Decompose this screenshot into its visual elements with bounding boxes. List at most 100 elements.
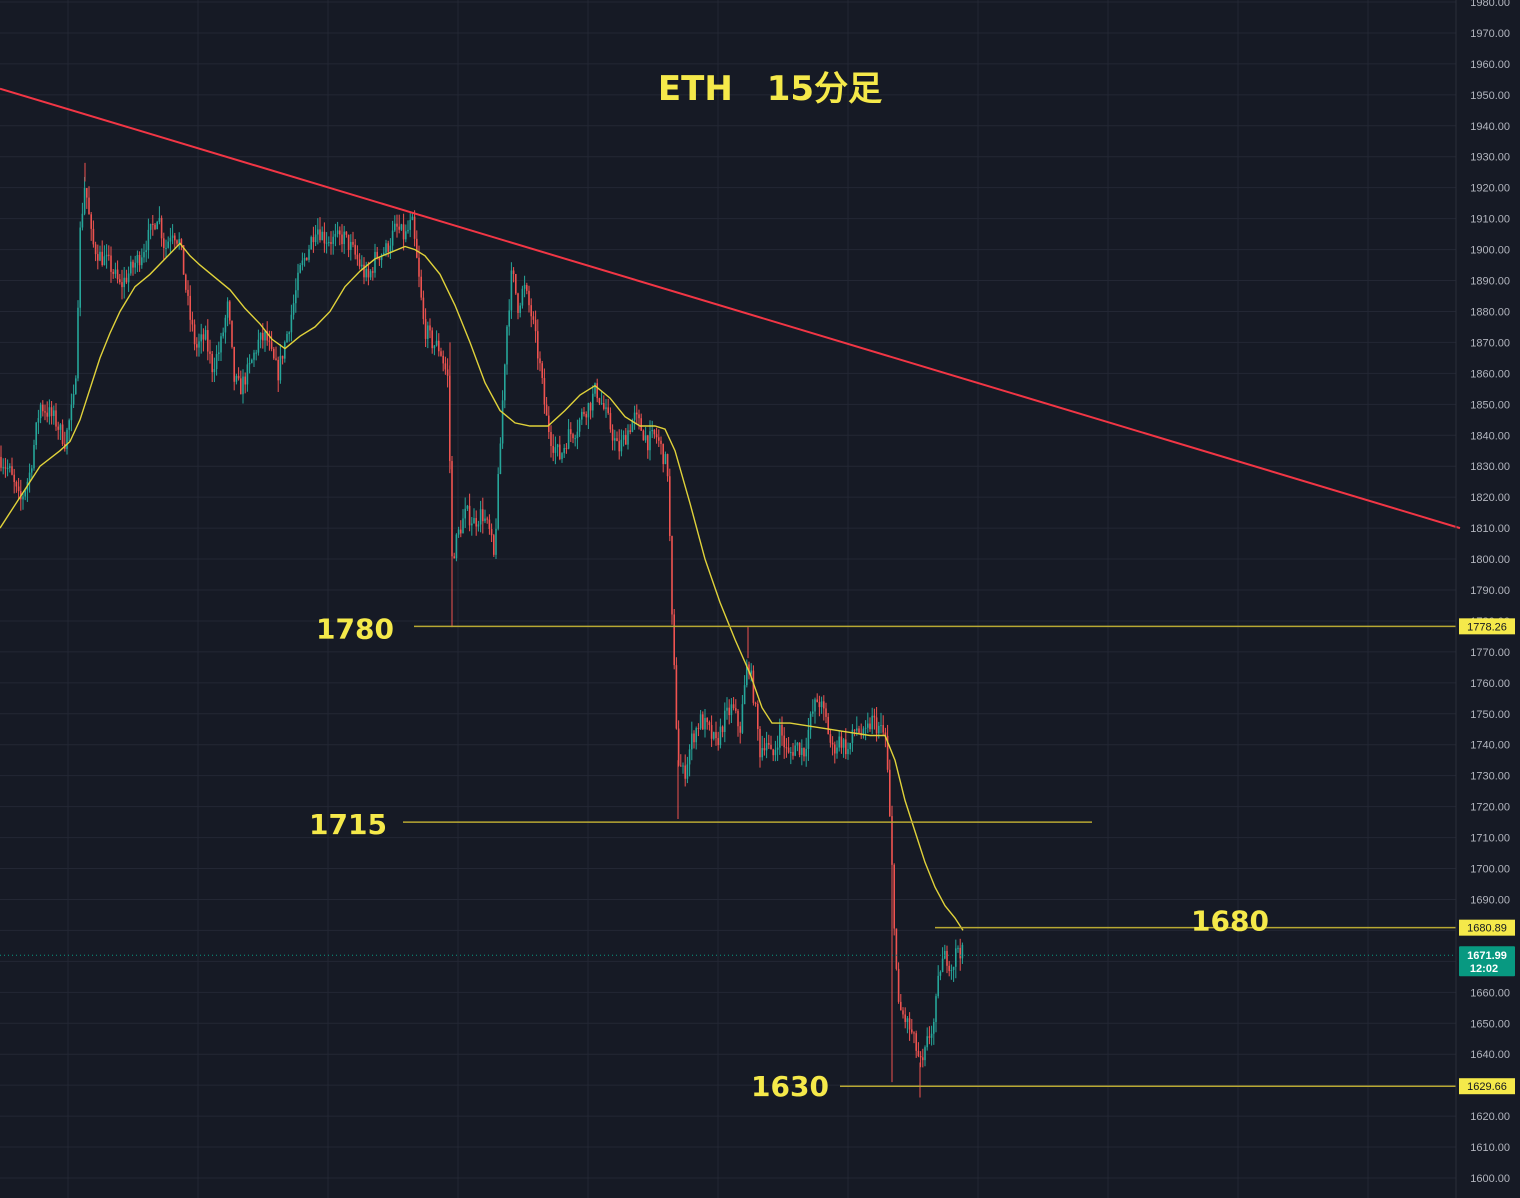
candle-body [629,430,631,432]
candle-body [277,359,279,381]
candle-body [189,295,191,320]
candle-body [451,461,453,557]
candle-body [321,231,323,241]
candle-body [609,412,612,430]
candle-body [499,443,502,475]
candle-body [816,699,818,703]
candle-body [543,378,546,405]
candle-body [374,251,376,273]
chart-grid [0,0,1456,1198]
candle-body [222,332,224,337]
candle-body [66,429,68,449]
candle-body [739,726,741,733]
candle-body [649,431,651,451]
candle-body [204,330,207,340]
candle-body [198,341,200,348]
candle-body [574,438,576,440]
candle-body [682,765,684,767]
candle-body [39,404,42,419]
price-tag-text-1780: 1778.26 [1467,621,1507,633]
candle-body [838,736,840,748]
candle-body [130,261,132,274]
candle-body [662,443,664,465]
candle-body [44,411,46,413]
candle-body [301,260,304,266]
candle-body [70,404,73,421]
candle-body [479,509,482,525]
candle-body [534,319,537,332]
candle-body [167,241,169,248]
candle-body [926,1036,928,1048]
price-tick-label: 1660.00 [1470,987,1510,999]
candle-body [22,496,24,500]
candle-body [743,685,746,705]
candle-body [55,410,57,427]
candle-body [152,223,154,225]
candle-body [862,728,865,736]
candle-body [211,353,213,373]
candle-body [103,256,106,266]
candle-body [618,441,620,452]
candle-body [275,358,277,360]
candle-body [0,456,2,468]
candle-body [59,424,62,430]
candle-body [640,418,642,431]
candle-body [455,534,458,559]
candle-body [411,216,414,220]
candle-body [805,748,807,757]
candle-body [713,732,715,739]
candle-body [235,375,238,382]
candle-body [387,243,389,252]
candle-body [149,223,152,230]
candle-body [845,739,847,755]
moving-average-line [0,242,964,931]
candle-body [761,748,763,758]
level-label-1715: 1715 [309,808,387,841]
candle-body [281,355,284,359]
candle-body [937,975,939,997]
candle-body [735,708,737,711]
candle-body [693,733,695,743]
candle-body [633,412,636,420]
candle-body [721,726,724,733]
candle-body [889,769,891,817]
candle-body [917,1050,920,1056]
candle-body [666,454,669,477]
candle-body [880,725,882,727]
candle-body [482,509,484,522]
candle-body [262,332,264,341]
descending-trendline[interactable] [0,87,1461,530]
price-axis[interactable]: 1600.001610.001620.001630.001640.001650.… [1470,0,1510,1185]
price-tick-label: 1820.00 [1470,492,1510,504]
candle-body [957,947,959,949]
candle-body [622,434,625,440]
price-tick-label: 1980.00 [1470,0,1510,9]
candle-body [614,438,616,441]
candle-body [2,467,4,469]
candle-body [576,431,579,439]
candle-body [605,407,607,409]
candle-body [792,752,794,756]
candle-body [796,742,799,746]
candle-body [270,341,273,349]
candle-body [882,725,884,733]
candle-body [295,290,297,304]
candle-body [31,468,33,473]
candle-body [497,474,499,529]
candle-body [719,726,722,746]
candle-body [853,729,856,731]
candle-body [955,948,957,967]
candle-body [79,227,81,308]
candle-body [429,325,431,331]
candle-body [343,231,345,245]
candle-body [28,472,31,482]
candle-body [567,429,570,449]
candle-body [834,744,836,754]
candle-body [528,290,530,306]
candle-body [457,529,460,535]
candle-body [532,316,535,320]
candle-body [691,733,693,750]
candle-body [369,271,372,278]
